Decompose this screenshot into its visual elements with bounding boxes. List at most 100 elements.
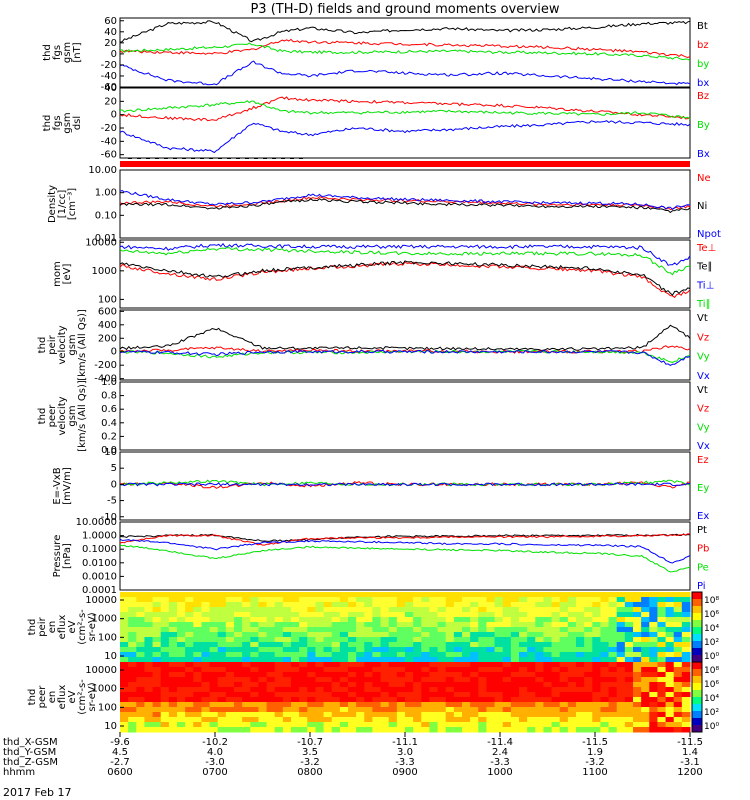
heatmap-cell: [421, 632, 430, 638]
heatmap-cell: [519, 592, 528, 598]
heatmap-cell: [282, 692, 292, 698]
heatmap-cell: [421, 617, 430, 623]
heatmap-cell: [453, 662, 463, 668]
heatmap-cell: [144, 637, 154, 643]
heatmap-cell: [502, 602, 512, 608]
heatmap-cell: [307, 657, 316, 663]
heatmap-cell: [120, 707, 129, 713]
heatmap-cell: [665, 727, 675, 733]
heatmap-cell: [462, 592, 471, 598]
heatmap-cell: [510, 717, 520, 723]
heatmap-cell: [486, 672, 496, 678]
heatmap-cell: [437, 727, 447, 733]
heatmap-cell: [201, 702, 211, 708]
heatmap-cell: [608, 662, 618, 668]
heatmap-cell: [396, 642, 406, 648]
heatmap-cell: [470, 712, 479, 718]
heatmap-cell: [510, 597, 520, 603]
y-tick-label: 0.0100: [82, 558, 117, 569]
heatmap-cell: [258, 697, 268, 703]
heatmap-cell: [608, 697, 618, 703]
heatmap-cell: [559, 682, 569, 688]
heatmap-cell: [339, 672, 349, 678]
heatmap-cell: [291, 632, 300, 638]
heatmap-cell: [331, 717, 341, 723]
heatmap-cell: [673, 627, 683, 633]
heatmap-cell: [535, 657, 544, 663]
heatmap-cell: [217, 642, 227, 648]
heatmap-cell: [519, 602, 528, 608]
heatmap-cell: [217, 712, 227, 718]
heatmap-cell: [527, 647, 536, 653]
heatmap-cell: [633, 612, 642, 618]
heatmap-cell: [437, 692, 447, 698]
heatmap-cell: [339, 662, 349, 668]
heatmap-cell: [177, 597, 186, 603]
legend-by: by: [697, 59, 709, 70]
heatmap-cell: [168, 617, 178, 623]
heatmap-cell: [177, 622, 186, 628]
heatmap-cell: [551, 612, 561, 618]
heatmap-cell: [649, 722, 658, 728]
heatmap-cell: [421, 662, 430, 668]
heatmap-cell: [519, 702, 528, 708]
heatmap-cell: [160, 607, 170, 613]
heatmap-cell: [201, 692, 211, 698]
heatmap-cell: [462, 617, 471, 623]
heatmap-cell: [201, 717, 211, 723]
heatmap-cell: [217, 717, 227, 723]
heatmap-cell: [478, 617, 487, 623]
heatmap-cell: [266, 642, 276, 648]
heatmap-cell: [250, 712, 259, 718]
heatmap-cell: [470, 637, 479, 643]
heatmap-cell: [478, 717, 487, 723]
heatmap-cell: [510, 682, 520, 688]
heatmap-cell: [608, 637, 618, 643]
heatmap-cell: [185, 727, 194, 733]
heatmap-cell: [168, 652, 178, 658]
heatmap-cell: [657, 622, 667, 628]
heatmap-cell: [250, 637, 259, 643]
heatmap-cell: [592, 612, 601, 618]
heatmap-cell: [364, 657, 373, 663]
heatmap-cell: [299, 687, 308, 693]
heatmap-cell: [234, 592, 243, 598]
heatmap-cell: [551, 697, 561, 703]
heatmap-cell: [160, 677, 170, 683]
heatmap-cell: [396, 717, 406, 723]
heatmap-cell: [502, 667, 512, 673]
heatmap-cell: [665, 702, 675, 708]
heatmap-cell: [453, 602, 463, 608]
heatmap-cell: [421, 612, 430, 618]
heatmap-cell: [274, 632, 284, 638]
colorbar-swatch: [692, 662, 702, 670]
heatmap-cell: [453, 672, 463, 678]
colorbar-swatch: [692, 683, 702, 691]
heatmap-cell: [494, 682, 504, 688]
heatmap-cell: [217, 602, 227, 608]
heatmap-cell: [486, 642, 496, 648]
heatmap-cell: [120, 727, 129, 733]
series-Ex: [119, 482, 691, 487]
heatmap-cell: [299, 597, 308, 603]
heatmap-cell: [209, 612, 219, 618]
heatmap-cell: [250, 697, 259, 703]
heatmap-cell: [413, 602, 422, 608]
heatmap-cell: [624, 707, 634, 713]
heatmap-cell: [177, 717, 186, 723]
heatmap-cell: [453, 717, 463, 723]
heatmap-cell: [315, 597, 325, 603]
heatmap-cell: [502, 627, 512, 633]
heatmap-cell: [168, 647, 178, 653]
y-tick-label: 1.0: [101, 377, 117, 388]
heatmap-cell: [681, 697, 691, 703]
heatmap-cell: [413, 687, 422, 693]
heatmap-cell: [600, 642, 610, 648]
heatmap-cell: [348, 637, 357, 643]
heatmap-cell: [242, 632, 251, 638]
heatmap-cell: [266, 657, 276, 663]
heatmap-cell: [201, 617, 211, 623]
heatmap-cell: [323, 677, 333, 683]
heatmap-cell: [364, 697, 373, 703]
heatmap-cell: [413, 612, 422, 618]
